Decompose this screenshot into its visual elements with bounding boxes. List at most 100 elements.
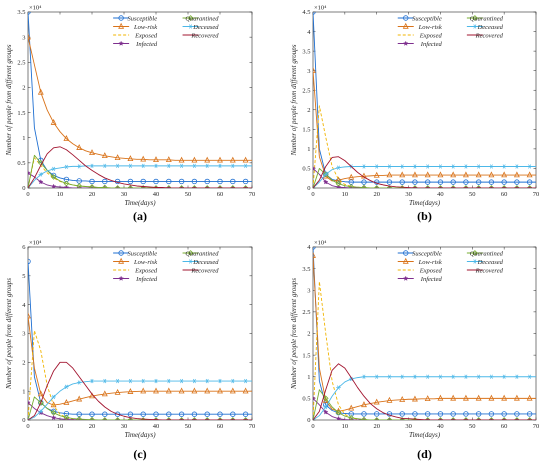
series-marker-infected [313,395,316,401]
series-marker-deceased-stroke [231,163,235,169]
series-layer [313,12,536,188]
series-marker-quarantined [361,184,367,188]
series-marker-deceased-stroke [192,378,196,384]
series-marker-quarantined [114,185,121,188]
series-marker-quarantined [475,417,482,420]
series-marker-deceased-stroke [426,164,430,169]
legend-label-recovered: Recovered [190,267,219,274]
legend-label-exposed: Exposed [419,32,443,39]
series-marker-deceased-stroke [167,378,171,384]
series-marker-deceased-stroke [400,374,404,379]
series-marker-quarantined [313,185,316,188]
series-marker-susceptible [153,411,159,417]
plot-area [27,11,253,189]
series-marker-deceased-stroke [375,374,379,379]
series-marker-deceased [140,163,146,169]
series-marker-susceptible [63,410,70,417]
series-marker-quarantined [526,185,533,188]
series-marker-deceased [514,164,520,169]
series-marker-low-risk [28,33,31,40]
legend: Susceptible Quarantined Low-risk Deceased Ex… [113,250,219,283]
legend-marker-low-risk [402,257,409,264]
series-marker-quarantined [488,417,495,420]
legend-label-deceased: Deceased [192,24,219,31]
series-marker-low-risk [513,171,520,178]
y-tick-label: 2 [22,360,25,367]
y-tick-label: 1.5 [302,127,310,134]
series-marker-deceased [102,163,108,169]
legend-marker-deceased [472,259,478,264]
series-marker-low-risk [37,88,44,95]
series-marker-deceased-stroke [515,164,519,169]
y-axis-label: Number of people from different groups [290,278,298,390]
series-marker-deceased-stroke [141,378,145,384]
series-marker-deceased [374,374,380,379]
series-marker-low-risk [63,399,70,405]
y-tick-label: 3.5 [302,266,310,273]
legend-label-quarantined: Quarantined [470,250,504,257]
series-marker-deceased-stroke [64,164,68,170]
series-marker-deceased [115,163,120,169]
series-marker-deceased [348,376,354,382]
series-marker-susceptible [412,411,418,417]
series-marker-deceased [128,163,133,169]
series-marker-deceased-stroke [244,378,248,384]
series-marker-susceptible [127,411,134,417]
series-marker-low-risk [313,66,316,73]
series-marker-deceased [501,164,507,169]
series-marker-deceased-stroke [528,164,532,169]
series-marker-deceased-stroke [77,380,81,385]
series-marker-susceptible [475,411,482,417]
legend-label-low-risk: Low-risk [418,259,442,266]
x-tick-label: 10 [342,423,349,430]
series-marker-quarantined [242,417,249,420]
series-marker-susceptible [50,172,57,179]
legend-marker-infected [118,40,124,46]
x-tick-label: 20 [373,191,380,198]
series-marker-deceased [489,164,494,169]
series-marker-susceptible [488,179,495,185]
series-marker-deceased-stroke [528,374,532,379]
series-marker-deceased [412,164,418,169]
series-line-quarantined [28,154,252,188]
series-marker-quarantined [501,417,508,420]
x-tick-label: 40 [153,191,160,198]
series-line-recovered [28,361,252,420]
series-marker-deceased [450,374,456,379]
series-marker-susceptible [63,176,70,183]
series-marker-quarantined [101,184,108,188]
x-tick-label: 60 [501,423,508,430]
series-marker-quarantined [217,185,223,188]
series-marker-deceased [463,164,469,169]
series-marker-infected [313,165,316,171]
series-marker-low-risk [424,171,431,178]
y-tick-label: 3 [307,287,310,294]
series-marker-low-risk [475,394,482,401]
series-marker-susceptible [191,411,198,417]
series-marker-susceptible [313,247,316,250]
series-marker-quarantined [437,185,444,188]
y-tick-label: 0 [22,185,25,192]
legend-label-susceptible: Susceptible [412,15,442,22]
x-axis-label: Time(days) [409,199,441,207]
y-tick-label: 2.5 [17,59,25,66]
series-marker-deceased [204,163,210,169]
series-marker-deceased-stroke [324,404,328,410]
panel-d: 0 10 20 30 40 50 60 70 0 0.5 1 1.5 2 2.5 3 3.5 4×10⁴ Time… [290,240,539,462]
x-axis-label: Time(days) [124,431,156,439]
series-marker-quarantined [178,185,185,188]
series-marker-deceased-stroke [464,374,468,379]
series-marker-low-risk [178,156,185,163]
y-tick-label: 3 [22,34,25,41]
series-marker-low-risk [165,156,172,163]
y-tick-label: 5 [22,273,25,280]
series-marker-deceased [399,374,405,379]
series-marker-deceased [217,163,223,169]
series-marker-low-risk [63,135,70,141]
series-marker-quarantined [178,417,185,420]
series-marker-low-risk [153,387,159,394]
series-marker-deceased [230,378,236,384]
series-marker-susceptible [166,411,172,417]
series-marker-low-risk [114,154,121,161]
series-marker-low-risk [313,251,316,258]
